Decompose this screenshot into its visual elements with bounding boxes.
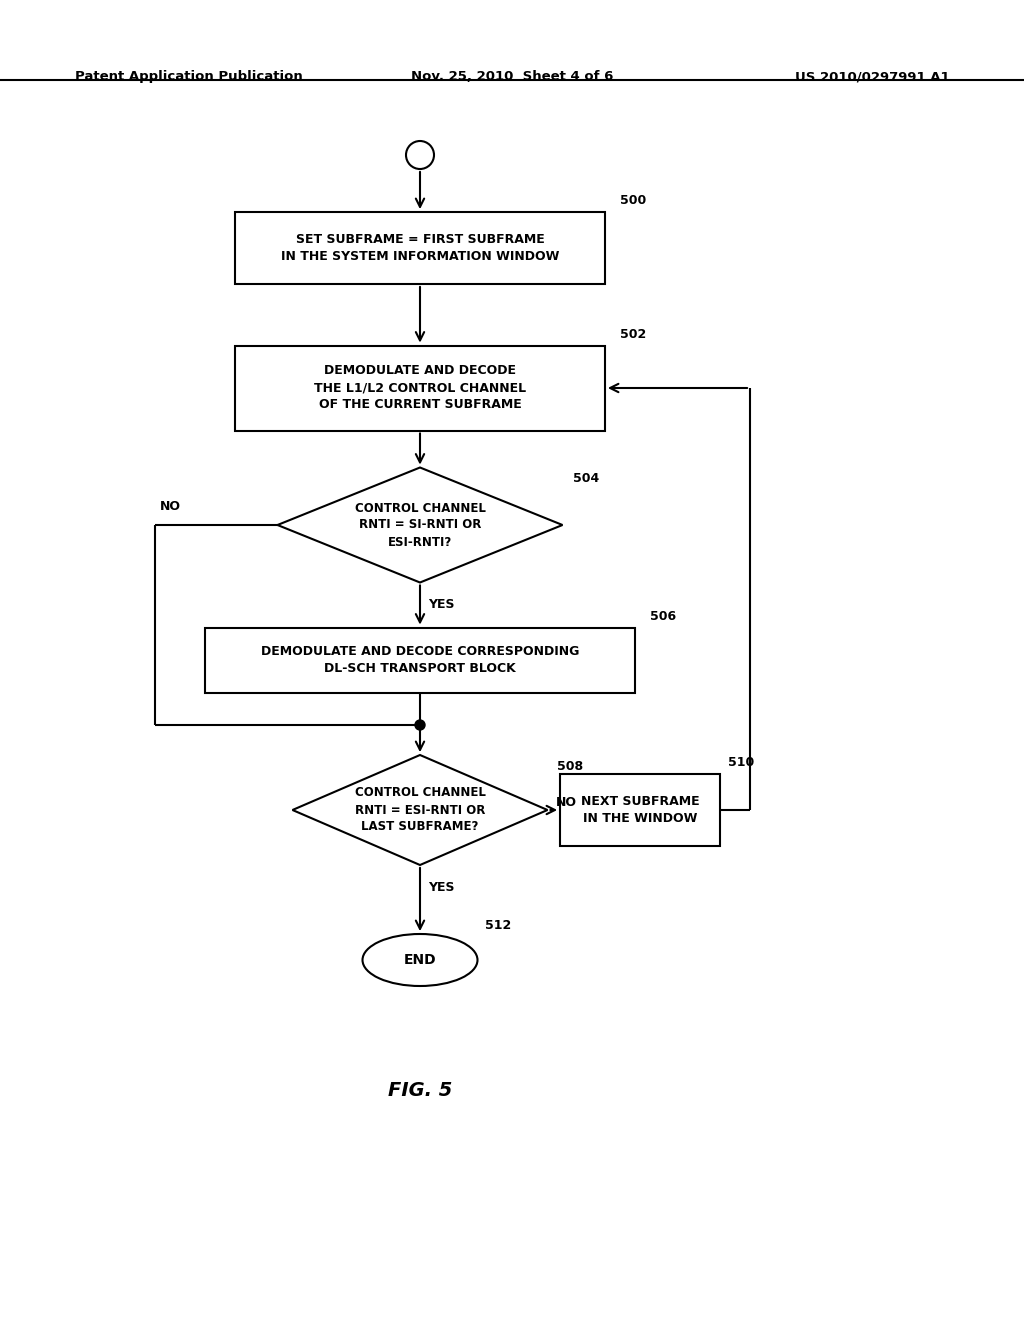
Bar [234, 213, 605, 284]
Text: DEMODULATE AND DECODE CORRESPONDING
DL-SCH TRANSPORT BLOCK: DEMODULATE AND DECODE CORRESPONDING DL-S… [261, 645, 580, 675]
Text: YES: YES [428, 880, 455, 894]
Text: 508: 508 [557, 760, 584, 774]
Text: US 2010/0297991 A1: US 2010/0297991 A1 [796, 70, 950, 83]
Text: DEMODULATE AND DECODE
THE L1/L2 CONTROL CHANNEL
OF THE CURRENT SUBFRAME: DEMODULATE AND DECODE THE L1/L2 CONTROL … [314, 364, 526, 412]
Text: FIG. 5: FIG. 5 [388, 1081, 453, 1100]
Bar [234, 346, 605, 430]
Text: Patent Application Publication: Patent Application Publication [75, 70, 303, 83]
Text: CONTROL CHANNEL
RNTI = SI-RNTI OR
ESI-RNTI?: CONTROL CHANNEL RNTI = SI-RNTI OR ESI-RN… [354, 502, 485, 549]
Bar [560, 774, 720, 846]
Circle shape [415, 719, 425, 730]
Text: NO: NO [555, 796, 577, 808]
Bar [205, 627, 635, 693]
Text: 502: 502 [620, 327, 646, 341]
Text: 500: 500 [620, 194, 646, 207]
Text: 510: 510 [728, 756, 755, 770]
Text: 504: 504 [572, 473, 599, 486]
Text: SET SUBFRAME = FIRST SUBFRAME
IN THE SYSTEM INFORMATION WINDOW: SET SUBFRAME = FIRST SUBFRAME IN THE SYS… [281, 234, 559, 263]
Text: Nov. 25, 2010  Sheet 4 of 6: Nov. 25, 2010 Sheet 4 of 6 [411, 70, 613, 83]
Text: NEXT SUBFRAME
IN THE WINDOW: NEXT SUBFRAME IN THE WINDOW [581, 795, 699, 825]
Text: 512: 512 [485, 919, 512, 932]
Ellipse shape [362, 935, 477, 986]
Text: END: END [403, 953, 436, 968]
Polygon shape [278, 467, 562, 582]
Text: YES: YES [428, 598, 455, 611]
Text: NO: NO [160, 500, 181, 513]
Text: 506: 506 [650, 610, 676, 623]
Text: CONTROL CHANNEL
RNTI = ESI-RNTI OR
LAST SUBFRAME?: CONTROL CHANNEL RNTI = ESI-RNTI OR LAST … [354, 787, 485, 833]
Polygon shape [293, 755, 548, 865]
